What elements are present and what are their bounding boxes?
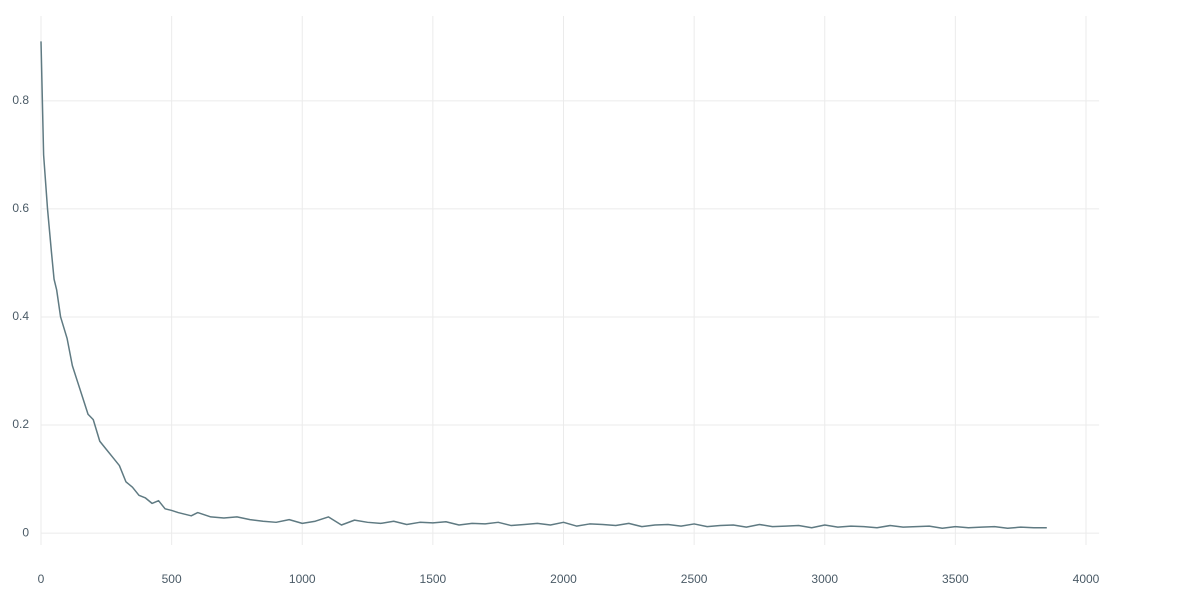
y-tick-label: 0.8 [12,93,29,107]
x-tick-label: 0 [38,572,45,586]
x-tick-label: 4000 [1073,572,1100,586]
x-tick-label: 1000 [289,572,316,586]
x-tick-label: 3000 [811,572,838,586]
x-tick-label: 3500 [942,572,969,586]
y-tick-label: 0.6 [12,201,29,215]
y-tick-label: 0.2 [12,417,29,431]
x-tick-label: 2500 [681,572,708,586]
y-tick-label: 0 [22,525,29,539]
y-tick-label: 0.4 [12,309,29,323]
x-tick-label: 1500 [420,572,447,586]
x-tick-label: 2000 [550,572,577,586]
x-tick-label: 500 [162,572,182,586]
loss-line [40,41,1047,529]
